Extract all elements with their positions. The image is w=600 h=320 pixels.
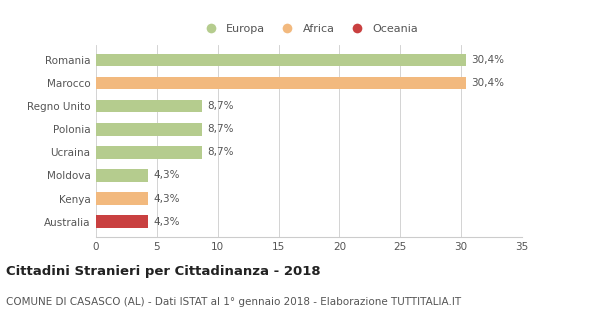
Text: 8,7%: 8,7% (207, 101, 233, 111)
Bar (96, 169, 148, 182)
Bar (96, 192, 148, 205)
Bar (96, 77, 466, 89)
Text: 4,3%: 4,3% (153, 171, 180, 180)
Text: 8,7%: 8,7% (207, 124, 233, 134)
Bar (96, 53, 466, 66)
Bar (96, 123, 202, 136)
Bar (96, 100, 202, 112)
Text: 4,3%: 4,3% (153, 217, 180, 227)
Text: 30,4%: 30,4% (471, 78, 504, 88)
Text: Cittadini Stranieri per Cittadinanza - 2018: Cittadini Stranieri per Cittadinanza - 2… (6, 265, 320, 278)
Text: COMUNE DI CASASCO (AL) - Dati ISTAT al 1° gennaio 2018 - Elaborazione TUTTITALIA: COMUNE DI CASASCO (AL) - Dati ISTAT al 1… (6, 297, 461, 307)
Text: 4,3%: 4,3% (153, 194, 180, 204)
Text: 30,4%: 30,4% (471, 55, 504, 65)
Legend: Europa, Africa, Oceania: Europa, Africa, Oceania (195, 20, 423, 38)
Bar (96, 215, 148, 228)
Bar (96, 146, 202, 159)
Text: 8,7%: 8,7% (207, 147, 233, 157)
